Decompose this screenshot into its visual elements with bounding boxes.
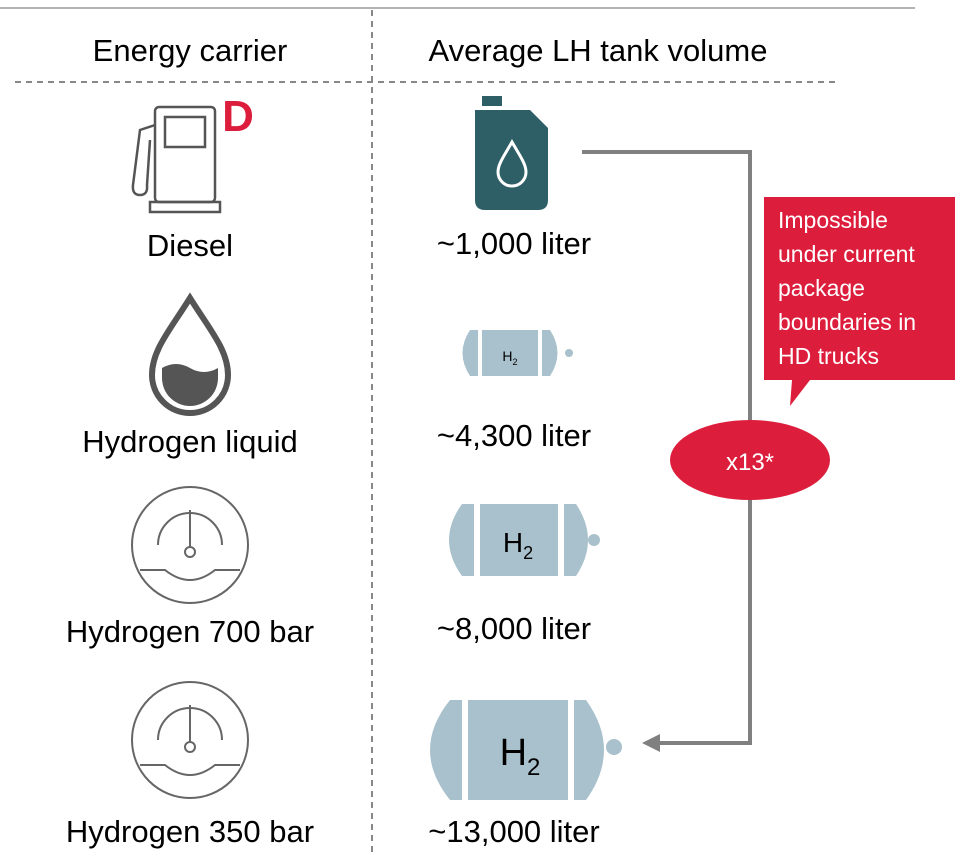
multiplier-badge: [670, 420, 830, 500]
tank-icon: [430, 700, 622, 800]
gauge-icon: [131, 486, 249, 604]
tank-icon: [449, 504, 600, 576]
drop-icon: [148, 292, 232, 416]
multiplier-text: x13*: [726, 449, 774, 476]
jerrycan-icon: [475, 96, 548, 210]
volume-label: ~13,000 liter: [428, 814, 599, 849]
callout-text: Impossible under current package boundaries…: [778, 207, 916, 369]
callout-line: Impossible: [778, 207, 888, 233]
carrier-label: Hydrogen 700 bar: [66, 614, 314, 649]
callout-box: [764, 197, 955, 406]
pump-icon: [131, 105, 222, 214]
carrier-label: Diesel: [147, 228, 233, 263]
carrier-label: Hydrogen 350 bar: [66, 814, 314, 849]
tank-label: H2: [500, 732, 541, 781]
callout-line: HD trucks: [778, 343, 879, 369]
callout-line: package: [778, 275, 865, 301]
tank-icon: [462, 330, 573, 376]
header: Energy carrier: [93, 33, 288, 68]
carrier-label: Hydrogen liquid: [82, 424, 297, 459]
volume-label: ~4,300 liter: [437, 418, 591, 453]
callout-line: under current: [778, 241, 915, 267]
volume-label: ~8,000 liter: [437, 611, 591, 646]
tank-label: H2: [502, 348, 517, 367]
header: Average LH tank volume: [429, 33, 768, 68]
diesel-badge: D: [222, 92, 254, 141]
volume-label: ~1,000 liter: [437, 226, 591, 261]
tank-label: H2: [503, 527, 533, 563]
arrowhead: [642, 734, 660, 752]
gauge-icon: [131, 681, 249, 799]
callout-line: boundaries in: [778, 309, 916, 335]
